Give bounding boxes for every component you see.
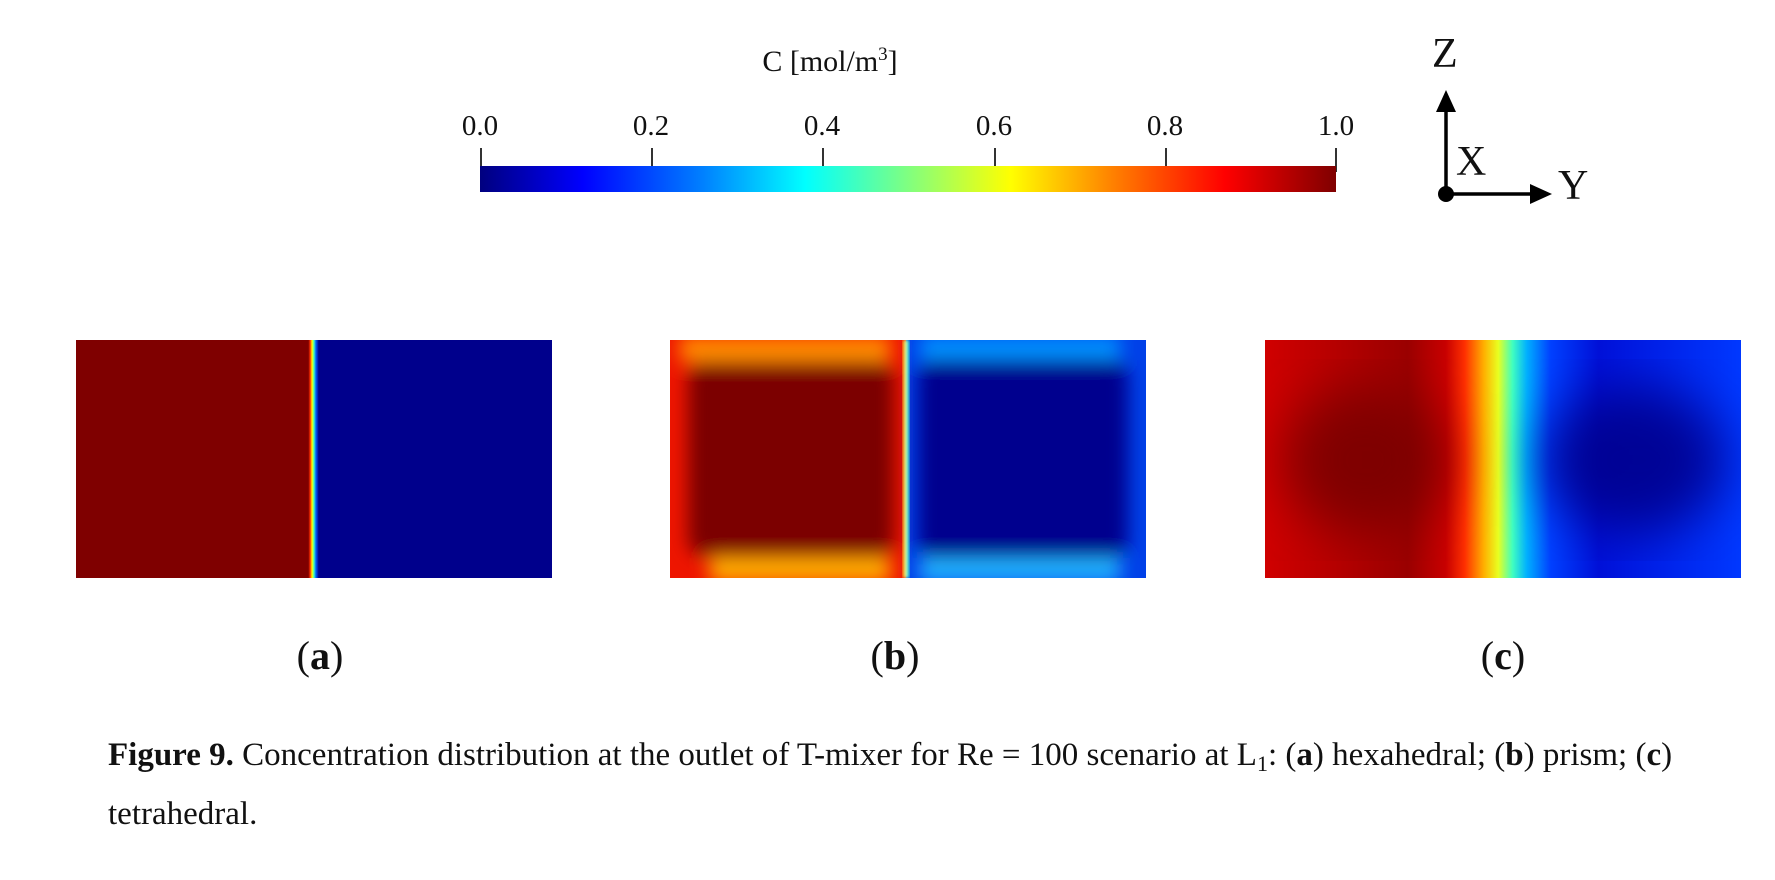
axis-z-label: Z	[1432, 31, 1458, 77]
label-paren: )	[330, 633, 344, 678]
panel-c-tetrahedral	[1265, 340, 1741, 578]
axis-y-label: Y	[1558, 163, 1589, 209]
caption-ref-c: c	[1646, 737, 1662, 773]
colorbar-tick-label: 0.4	[803, 110, 841, 142]
figure-caption: Figure 9. Concentration distribution at …	[108, 730, 1748, 839]
caption-subscript: 1	[1256, 751, 1268, 776]
colorbar-tick-label: 0.6	[975, 110, 1013, 142]
panel-b-prism	[670, 340, 1146, 578]
label-paren: (	[870, 633, 884, 678]
colorbar-tick	[651, 148, 653, 172]
colorbar-tick	[480, 148, 482, 172]
colorbar-tick-label: 0.0	[461, 110, 499, 142]
colorbar-tick	[1165, 148, 1167, 172]
colorbar-tick	[822, 148, 824, 172]
colorbar-title-text: C [mol/m	[762, 45, 879, 78]
colorbar	[480, 166, 1336, 192]
label-paren: (	[296, 633, 310, 678]
caption-text: ) tetrahedral.	[108, 737, 1673, 832]
colorbar-tick	[994, 148, 996, 172]
colorbar-tick-label: 0.2	[632, 110, 670, 142]
axis-x-label: X	[1456, 139, 1487, 185]
label-letter: c	[1494, 633, 1512, 678]
panel-c-label: (c)	[1443, 632, 1563, 679]
caption-text: : (	[1267, 737, 1297, 773]
colorbar-tick-label: 1.0	[1317, 110, 1355, 142]
label-letter: b	[883, 633, 907, 678]
colorbar-tick	[1335, 148, 1337, 172]
colorbar-tick-label: 0.8	[1146, 110, 1184, 142]
label-letter: a	[310, 633, 330, 678]
concentration-field-a	[76, 340, 552, 578]
label-paren: )	[1511, 633, 1526, 678]
caption-text: ) hexahedral; (	[1312, 737, 1506, 773]
label-paren: (	[1480, 633, 1495, 678]
caption-ref-b: b	[1505, 737, 1524, 773]
colorbar-title-close: ]	[887, 45, 898, 78]
panel-b-label: (b)	[835, 632, 955, 679]
colorbar-title-sup: 3	[878, 44, 888, 65]
panel-a-label: (a)	[260, 632, 380, 679]
caption-text: ) prism; (	[1523, 737, 1647, 773]
figure-label: Figure 9.	[108, 737, 234, 773]
concentration-field-b	[670, 340, 1146, 578]
label-paren: )	[906, 633, 920, 678]
concentration-field-c	[1265, 340, 1741, 578]
panel-a-hexahedral	[76, 340, 552, 578]
caption-ref-a: a	[1296, 737, 1313, 773]
axis-triad-icon	[1436, 90, 1552, 204]
colorbar-title: C [mol/m3]	[680, 44, 980, 79]
caption-text: Concentration distribution at the outlet…	[233, 737, 1257, 773]
